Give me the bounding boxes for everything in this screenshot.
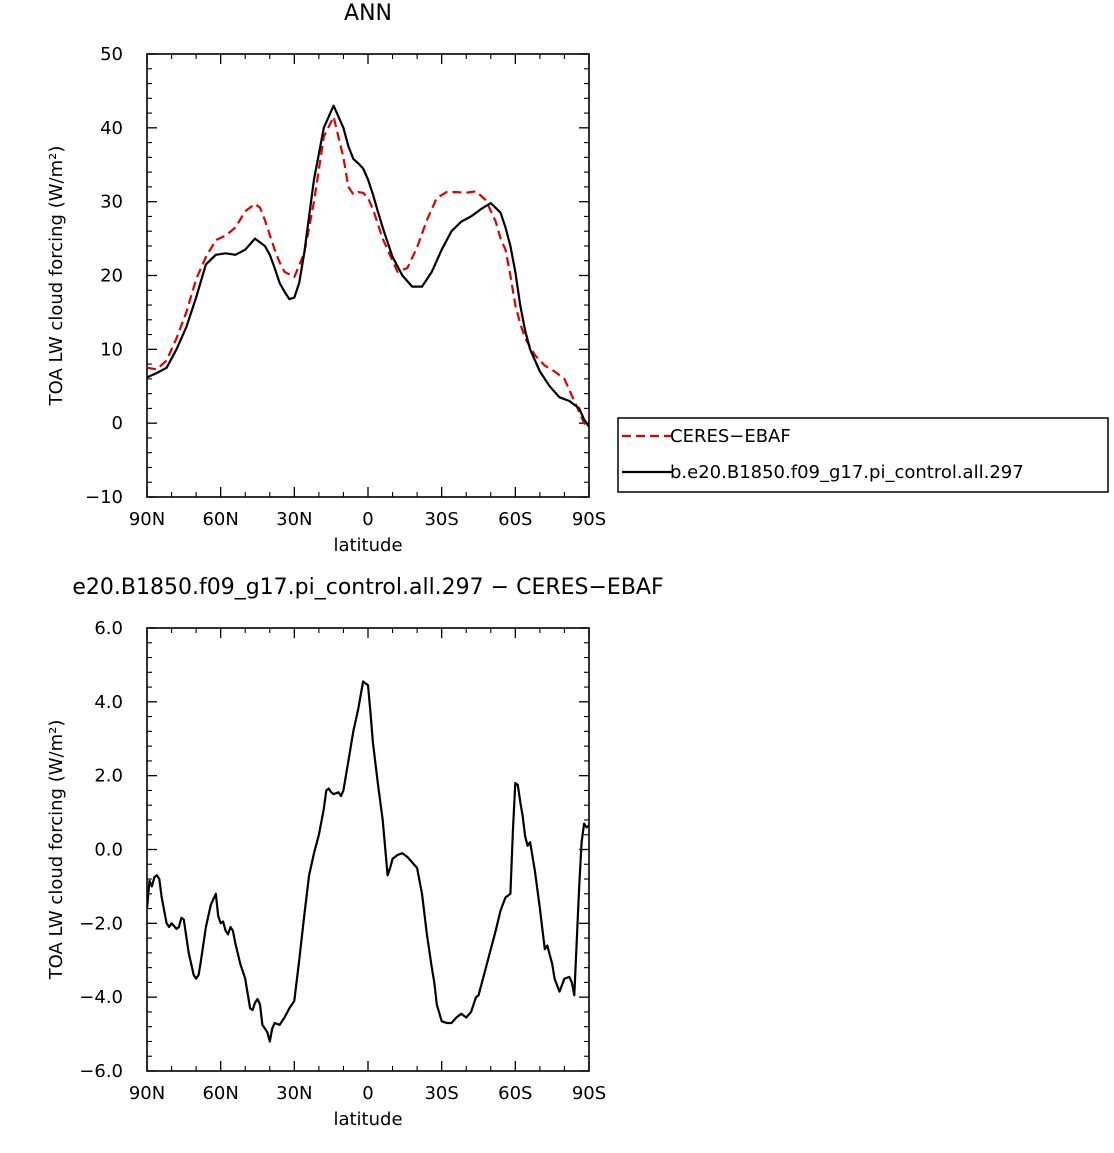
y-axis-label: TOA LW cloud forcing (W/m²) [46, 720, 67, 981]
series-lines [147, 104, 589, 428]
legend-box [617, 417, 1109, 493]
bottom-chart-panel: e20.B1850.f09_g17.pi_control.all.297 − C… [46, 575, 664, 1130]
x-tick-label: 90N [129, 509, 165, 530]
y-tick-label: 40 [100, 118, 123, 139]
y-tick-label: 30 [100, 192, 123, 213]
x-tick-label: 90S [572, 509, 606, 530]
series-lines [147, 680, 589, 1043]
y-tick-label: −6.0 [79, 1061, 123, 1082]
y-tick-label: 10 [100, 339, 123, 360]
y-tick-label: 0 [112, 413, 123, 434]
x-tick-label: 0 [362, 1083, 373, 1104]
y-tick-label: −2.0 [79, 913, 123, 934]
x-tick-label: 60S [498, 509, 532, 530]
x-tick-label: 30S [424, 509, 458, 530]
x-tick-label: 90S [572, 1083, 606, 1104]
x-tick-label: 30N [276, 1083, 312, 1104]
y-tick-label: 4.0 [94, 692, 123, 713]
y-tick-label: 50 [100, 44, 123, 65]
x-tick-label: 90N [129, 1083, 165, 1104]
difference-line [147, 680, 589, 1043]
plot-frame [146, 53, 590, 498]
legend: CERES−EBAF b.e20.B1850.f09_g17.pi_control… [617, 417, 1109, 493]
y-tick-label: 0.0 [94, 840, 123, 861]
chart-title: e20.B1850.f09_g17.pi_control.all.297 − C… [72, 575, 663, 600]
y-tick-label: −4.0 [79, 987, 123, 1008]
y-tick-label: 2.0 [94, 766, 123, 787]
x-axis-label: latitude [333, 1109, 402, 1130]
y-tick-label: 20 [100, 266, 123, 287]
y-tick-label: 6.0 [94, 618, 123, 639]
x-tick-label: 60N [202, 509, 238, 530]
x-axis-label: latitude [333, 535, 402, 556]
series-line-ceres-ebaf [147, 115, 589, 428]
x-tick-label: 30N [276, 509, 312, 530]
legend-label: b.e20.B1850.f09_g17.pi_control.all.297 [670, 462, 1024, 483]
x-tick-label: 60N [202, 1083, 238, 1104]
chart-title: ANN [344, 1, 392, 26]
legend-label: CERES−EBAF [670, 426, 791, 447]
x-tick-label: 60S [498, 1083, 532, 1104]
top-chart-panel: ANN 90N 60N 30N 0 30S 60S 90S −10 0 10 20 30 40 50 lati… [46, 1, 1109, 556]
series-line-model [147, 104, 589, 428]
x-tick-label: 30S [424, 1083, 458, 1104]
y-tick-label: −10 [85, 487, 123, 508]
x-tick-label: 0 [362, 509, 373, 530]
y-axis-label: TOA LW cloud forcing (W/m²) [46, 146, 67, 407]
